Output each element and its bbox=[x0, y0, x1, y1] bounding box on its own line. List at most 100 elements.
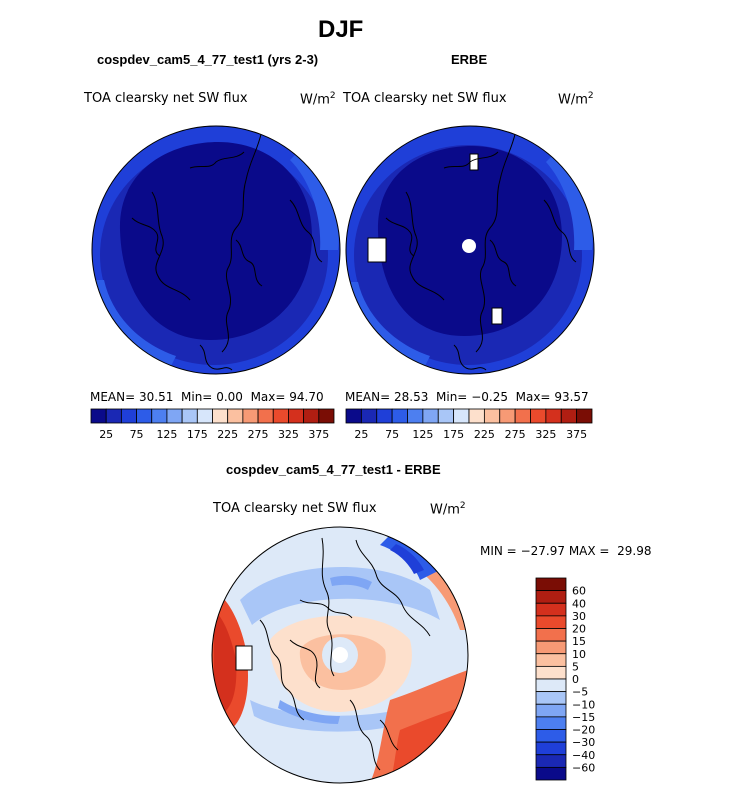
map2-colorbar-swatch-5 bbox=[422, 408, 439, 424]
panel1-units: W/m2 bbox=[300, 91, 336, 107]
map2-colorbar-swatch-7 bbox=[453, 408, 470, 424]
map1-colorbar-swatch-14 bbox=[303, 408, 320, 424]
map1-colorbar-swatch-7 bbox=[196, 408, 213, 424]
panel2-subtitle: TOA clearsky net SW flux bbox=[343, 91, 507, 106]
map3-colorbar-swatch-15 bbox=[535, 766, 567, 781]
map3-colorbar-tick-label-4: 15 bbox=[572, 635, 586, 648]
map1-colorbar-tick-label-4: 225 bbox=[217, 428, 238, 441]
map2-polar-plot bbox=[345, 125, 595, 375]
map2-colorbar-swatch-12 bbox=[530, 408, 547, 424]
panel3-max-value: 29.98 bbox=[617, 544, 652, 558]
panel1-title: cospdev_cam5_4_77_test1 (yrs 2-3) bbox=[97, 52, 319, 67]
map1-colorbar-swatch-3 bbox=[136, 408, 153, 424]
map3-colorbar-tick-label-9: −10 bbox=[572, 698, 595, 711]
panel1-max-label: Max= bbox=[250, 390, 286, 404]
panel1-mean-value: 30.51 bbox=[139, 390, 174, 404]
map2-colorbar: 25 75 125 175 225 275 325 375 bbox=[345, 408, 593, 441]
panel1-max-value: 94.70 bbox=[289, 390, 324, 404]
map2-colorbar-swatch-14 bbox=[560, 408, 578, 424]
map1-colorbar: 25 75 125 175 225 275 325 375 bbox=[90, 408, 335, 441]
map3-colorbar-swatch-13 bbox=[535, 741, 567, 756]
map1-colorbar-tick-label-2: 125 bbox=[156, 428, 177, 441]
map2-colorbar-tick-label-6: 325 bbox=[535, 428, 556, 441]
map1-colorbar-tick-label-6: 325 bbox=[278, 428, 299, 441]
panel2-max-label: Max= bbox=[515, 390, 551, 404]
map1-colorbar-swatch-13 bbox=[288, 408, 305, 424]
panel3-units-sup: 2 bbox=[459, 501, 466, 511]
map1-colorbar-swatch-5 bbox=[166, 408, 183, 424]
map3-colorbar-tick-label-1: 40 bbox=[572, 597, 586, 610]
map3-colorbar-swatch-4 bbox=[535, 628, 567, 642]
panel3-max-label: MAX = bbox=[568, 544, 610, 558]
map3-coastlines bbox=[235, 537, 431, 771]
map1-colorbar-tick-label-0: 25 bbox=[99, 428, 113, 441]
panel1-min-label: Min= bbox=[181, 390, 213, 404]
map2-colorbar-swatch-0 bbox=[345, 408, 362, 424]
map2-colorbar-swatch-11 bbox=[514, 408, 531, 424]
map2-colorbar-tick-label-3: 175 bbox=[443, 428, 464, 441]
map1-colorbar-tick-label-7: 375 bbox=[308, 428, 329, 441]
map3-colorbar-tick-label-5: 10 bbox=[572, 648, 586, 661]
panel3-stats: MIN = −27.97 MAX = 29.98 bbox=[480, 544, 651, 558]
map3-colorbar-swatch-14 bbox=[535, 754, 567, 768]
panel1-mean-label: MEAN= bbox=[90, 390, 136, 404]
panel2-min-label: Min= bbox=[436, 390, 468, 404]
panel2-mean-value: 28.53 bbox=[394, 390, 429, 404]
page-title: DJF bbox=[318, 16, 364, 43]
panel3-title: cospdev_cam5_4_77_test1 - ERBE bbox=[226, 462, 441, 477]
panel2-mean-label: MEAN= bbox=[345, 390, 391, 404]
map2-colorbar-tick-label-1: 75 bbox=[385, 428, 399, 441]
map3-colorbar-swatch-9 bbox=[535, 691, 567, 705]
map3-polar-plot bbox=[211, 526, 469, 784]
map2-colorbar-swatch-1 bbox=[360, 408, 378, 424]
map3-colorbar-tick-label-3: 20 bbox=[572, 623, 586, 636]
map1-coastlines bbox=[131, 129, 323, 371]
map2-coastlines bbox=[367, 129, 577, 371]
panel3-min-label: MIN = bbox=[480, 544, 517, 558]
panel2-units-sup: 2 bbox=[587, 91, 594, 101]
map3-colorbar-swatch-2 bbox=[535, 602, 567, 617]
map1-colorbar-tick-label-3: 175 bbox=[187, 428, 208, 441]
map1-colorbar-swatch-1 bbox=[105, 408, 122, 424]
map2-colorbar-tick-label-0: 25 bbox=[354, 428, 368, 441]
map2-colorbar-swatch-15 bbox=[576, 408, 593, 424]
map3-colorbar-tick-label-10: −15 bbox=[572, 711, 595, 724]
map2-colorbar-swatch-2 bbox=[376, 408, 393, 424]
map3-fill bbox=[212, 527, 468, 783]
map3-colorbar-swatch-5 bbox=[535, 640, 567, 655]
map1-colorbar-swatch-4 bbox=[151, 408, 168, 424]
map2-colorbar-swatch-8 bbox=[468, 408, 485, 424]
map1-colorbar-swatch-11 bbox=[257, 408, 274, 424]
map3-colorbar-tick-label-14: −60 bbox=[572, 761, 595, 774]
map1-fill bbox=[92, 126, 340, 374]
panel1-units-sup: 2 bbox=[329, 91, 336, 101]
panel2-max-value: 93.57 bbox=[554, 390, 589, 404]
panel3-min-value: −27.97 bbox=[520, 544, 565, 558]
map3-colorbar-tick-label-7: 0 bbox=[572, 673, 579, 686]
map2-colorbar-swatch-13 bbox=[545, 408, 562, 424]
panel3-units-text: W/m bbox=[430, 502, 460, 518]
map3-colorbar-tick-label-2: 30 bbox=[572, 610, 586, 623]
panel1-units-text: W/m bbox=[300, 92, 330, 108]
map1-colorbar-swatch-2 bbox=[120, 408, 137, 424]
map3-colorbar-swatch-7 bbox=[535, 665, 567, 680]
panel2-stats: MEAN= 28.53 Min= −0.25 Max= 93.57 bbox=[345, 390, 589, 404]
map3-colorbar-swatch-12 bbox=[535, 729, 567, 743]
map3-colorbar-tick-label-12: −30 bbox=[572, 736, 595, 749]
map1-colorbar-swatch-12 bbox=[272, 408, 289, 424]
panel1-subtitle: TOA clearsky net SW flux bbox=[84, 91, 248, 106]
panel1-stats: MEAN= 30.51 Min= 0.00 Max= 94.70 bbox=[90, 390, 324, 404]
map3-colorbar-swatch-1 bbox=[535, 590, 567, 604]
map3-colorbar-swatch-3 bbox=[535, 615, 567, 629]
panel2-title: ERBE bbox=[451, 52, 488, 67]
map1-colorbar-swatch-6 bbox=[181, 408, 198, 424]
panel3-subtitle: TOA clearsky net SW flux bbox=[213, 501, 377, 516]
map3-colorbar-swatch-10 bbox=[535, 703, 567, 718]
map1-polar-plot bbox=[91, 125, 341, 375]
map3-colorbar-swatch-0 bbox=[535, 577, 567, 592]
map2-colorbar-swatch-10 bbox=[499, 408, 516, 424]
panel2-units: W/m2 bbox=[558, 91, 594, 107]
map3-colorbar-swatch-8 bbox=[535, 678, 567, 693]
